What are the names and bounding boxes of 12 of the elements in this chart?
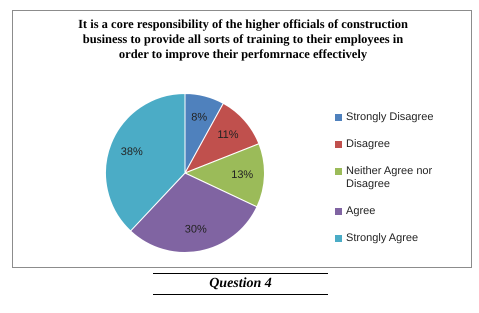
data-label: 30%	[184, 223, 207, 236]
text: Question 4	[153, 273, 328, 295]
chart-title: It is a core responsibility of the higher officials of construction business to provide all sorts of training to their employees in order to improve their perfomrnace effectively	[77, 17, 409, 62]
legend-label: Disagree	[346, 138, 390, 151]
legend-label: Strongly Agree	[346, 232, 418, 245]
data-label: 13%	[231, 168, 254, 181]
legend-label: Neither Agree nor Disagree	[346, 165, 434, 191]
legend-label: Agree	[346, 205, 376, 218]
data-label: 11%	[217, 129, 239, 142]
data-label: 38%	[120, 146, 143, 158]
data-label: 8%	[191, 112, 208, 124]
legend-label: Strongly Disagree	[346, 111, 434, 124]
